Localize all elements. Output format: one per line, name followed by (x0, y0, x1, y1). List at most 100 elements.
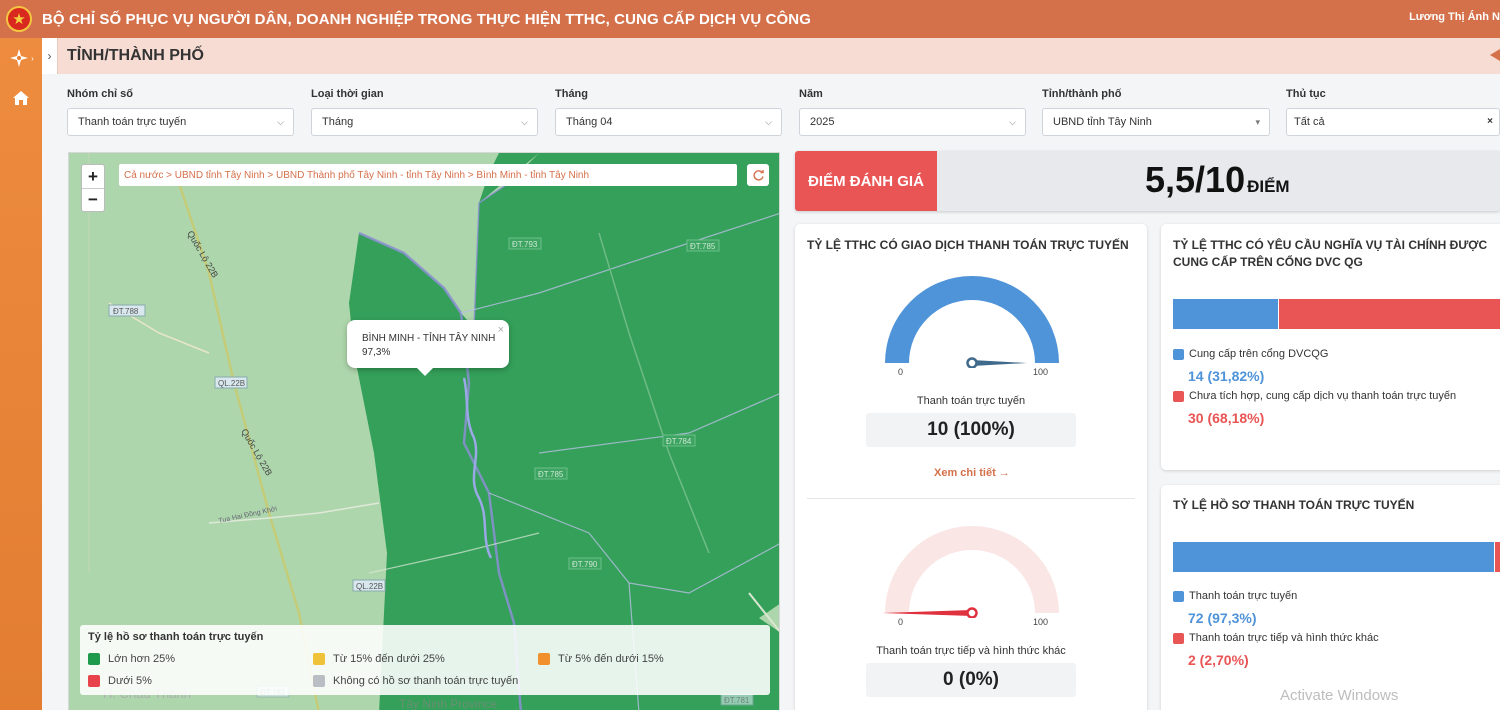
score-label: ĐIỂM ĐÁNH GIÁ (795, 151, 937, 211)
gauge-hub (966, 357, 978, 368)
legend-label: Từ 15% đến dưới 25% (333, 653, 445, 665)
view-detail-link[interactable]: Xem chi tiết → (934, 467, 1010, 479)
select-value: Tháng (322, 116, 354, 128)
gauge-arc (885, 276, 1059, 363)
legend-swatch (88, 675, 100, 687)
filter-group-province: Tỉnh/thành phố UBND tỉnh Tây Ninh ▾ (1042, 88, 1270, 136)
legend-label: Chưa tích hợp, cung cấp dịch vụ thanh to… (1189, 390, 1457, 402)
road-label: ĐT.781 (724, 696, 750, 705)
map-breadcrumb[interactable]: Cả nước > UBND tỉnh Tây Ninh > UBND Thàn… (119, 164, 737, 186)
zoom-control: + − (81, 164, 105, 212)
page-header: › TỈNH/THÀNH PHỐ (42, 38, 1500, 74)
legend-item: Lớn hơn 25% (88, 653, 175, 665)
road-label: ĐT.793 (512, 240, 538, 249)
chevron-down-icon: ⌵ (521, 117, 528, 127)
score-value: 5,5/10 ĐIỂM (1145, 159, 1290, 201)
gauge-hub (966, 607, 978, 618)
legend-label: Lớn hơn 25% (108, 653, 176, 665)
legend-swatch (313, 653, 325, 665)
filter-label: Năm (799, 88, 823, 100)
road-label: QL.22B (218, 379, 245, 388)
map-legend: Tỷ lệ hồ sơ thanh toán trực tuyến Lớn hơ… (80, 625, 770, 695)
score-unit: ĐIỂM (1247, 177, 1290, 196)
menu-toggle-button[interactable]: › (0, 38, 42, 78)
road-label: ĐT.785 (690, 242, 716, 251)
gauge-arc (885, 526, 1059, 613)
caret-down-icon: ▾ (1255, 117, 1260, 127)
legend-label: Thanh toán trực tuyến (1189, 590, 1298, 602)
legend-item: Dưới 5% (88, 675, 152, 687)
select-value: Thanh toán trực tuyến (78, 116, 187, 128)
year-select[interactable]: 2025 ⌵ (799, 108, 1026, 136)
zoom-out-button[interactable]: − (82, 188, 104, 211)
home-icon[interactable] (1490, 48, 1500, 64)
emblem-logo: ★ (6, 6, 32, 32)
legend-item: Không có hồ sơ thanh toán trực tuyến (313, 675, 518, 687)
user-menu[interactable]: Lương Thị Ánh N (1409, 11, 1500, 23)
expand-sidebar-button[interactable]: › (42, 38, 58, 74)
card-title: TỶ LỆ TTHC CÓ GIAO DỊCH THANH TOÁN TRỰC … (807, 238, 1129, 252)
filter-label: Nhóm chỉ số (67, 88, 134, 100)
bar-segment-provided (1173, 299, 1278, 329)
indicator-group-select[interactable]: Thanh toán trực tuyến ⌵ (67, 108, 294, 136)
card-title: TỶ LỆ HỒ SƠ THANH TOÁN TRỰC TUYẾN (1173, 498, 1415, 512)
home-icon (13, 91, 29, 105)
clear-icon[interactable]: × (1487, 116, 1493, 127)
road-label: ĐT.785 (538, 470, 564, 479)
select-value: Tháng 04 (566, 116, 613, 128)
score-number: 5,5/10 (1145, 159, 1246, 200)
card-online-payment-procedures: TỶ LỆ TTHC CÓ GIAO DỊCH THANH TOÁN TRỰC … (795, 224, 1147, 710)
legend-value: 14 (31,82%) (1188, 368, 1265, 384)
legend-item: Thanh toán trực tuyến (1173, 590, 1297, 602)
legend-label: Dưới 5% (108, 675, 152, 687)
chevron-down-icon: ⌵ (765, 117, 772, 127)
gauge-needle (972, 360, 1027, 366)
gauge-min: 0 (898, 367, 904, 377)
zoom-in-button[interactable]: + (88, 166, 98, 186)
card-online-payment-records: TỶ LỆ HỒ SƠ THANH TOÁN TRỰC TUYẾN Thanh … (1161, 485, 1500, 710)
legend-label: Thanh toán trực tiếp và hình thức khác (1189, 632, 1379, 644)
legend-swatch (1173, 632, 1184, 644)
gauge-min: 0 (898, 617, 904, 627)
filter-group-year: Năm 2025 ⌵ (799, 88, 1026, 136)
card-financial-obligation-procedures: TỶ LỆ TTHC CÓ YÊU CẦU NGHĨA VỤ TÀI CHÍNH… (1161, 224, 1500, 470)
legend-value: 72 (97,3%) (1188, 610, 1257, 626)
legend-label: Không có hồ sơ thanh toán trực tuyến (333, 675, 519, 687)
filter-label: Tháng (555, 88, 588, 100)
refresh-button[interactable] (747, 164, 769, 186)
bar-segment-not-integrated (1279, 299, 1500, 329)
legend-label: Cung cấp trên cổng DVCQG (1189, 348, 1329, 360)
time-type-select[interactable]: Tháng ⌵ (311, 108, 538, 136)
legend-title: Tỷ lệ hồ sơ thanh toán trực tuyến (88, 631, 264, 643)
procedure-select[interactable]: Tất cả × (1286, 108, 1500, 136)
chevron-right-icon: › (31, 53, 34, 63)
score-banner: ĐIỂM ĐÁNH GIÁ 5,5/10 ĐIỂM (795, 151, 1500, 211)
legend-swatch (538, 653, 550, 665)
close-icon[interactable]: × (497, 324, 504, 336)
filter-label: Tỉnh/thành phố (1042, 88, 1122, 100)
map-panel[interactable]: ĐT.788 QL.22B Quốc Lộ 22B Quốc Lộ 22B ĐT… (68, 152, 780, 710)
place-label: Tây Ninh Province (399, 697, 497, 710)
card-title: TỶ LỆ TTHC CÓ YÊU CẦU NGHĨA VỤ TÀI CHÍNH… (1173, 238, 1488, 269)
gauge-caption: Thanh toán trực tuyến (916, 395, 1026, 407)
bar-segment-other (1495, 542, 1500, 572)
filter-group-indicator: Nhóm chỉ số Thanh toán trực tuyến ⌵ (67, 88, 294, 136)
select-value: UBND tỉnh Tây Ninh (1053, 116, 1152, 128)
home-button[interactable] (0, 78, 42, 118)
chevron-down-icon: ⌵ (277, 117, 284, 127)
road-label: QL.22B (356, 582, 383, 591)
legend-swatch (1173, 590, 1184, 602)
top-header: ★ BỘ CHỈ SỐ PHỤC VỤ NGƯỜI DÂN, DOANH NGH… (0, 0, 1500, 38)
legend-swatch (88, 653, 100, 665)
month-select[interactable]: Tháng 04 ⌵ (555, 108, 782, 136)
province-select[interactable]: UBND tỉnh Tây Ninh ▾ (1042, 108, 1270, 136)
filter-group-time-type: Loại thời gian Tháng ⌵ (311, 88, 538, 136)
legend-item: Cung cấp trên cổng DVCQG (1173, 348, 1328, 360)
legend-value: 2 (2,70%) (1188, 652, 1249, 668)
map-popup: × BÌNH MINH - TỈNH TÂY NINH 97,3% (347, 320, 509, 376)
gauge-max: 100 (1033, 617, 1049, 627)
gauge-needle (882, 610, 972, 616)
filter-label: Loại thời gian (311, 88, 384, 100)
bar-segment-online (1173, 542, 1494, 572)
road-label: ĐT.784 (666, 437, 692, 446)
